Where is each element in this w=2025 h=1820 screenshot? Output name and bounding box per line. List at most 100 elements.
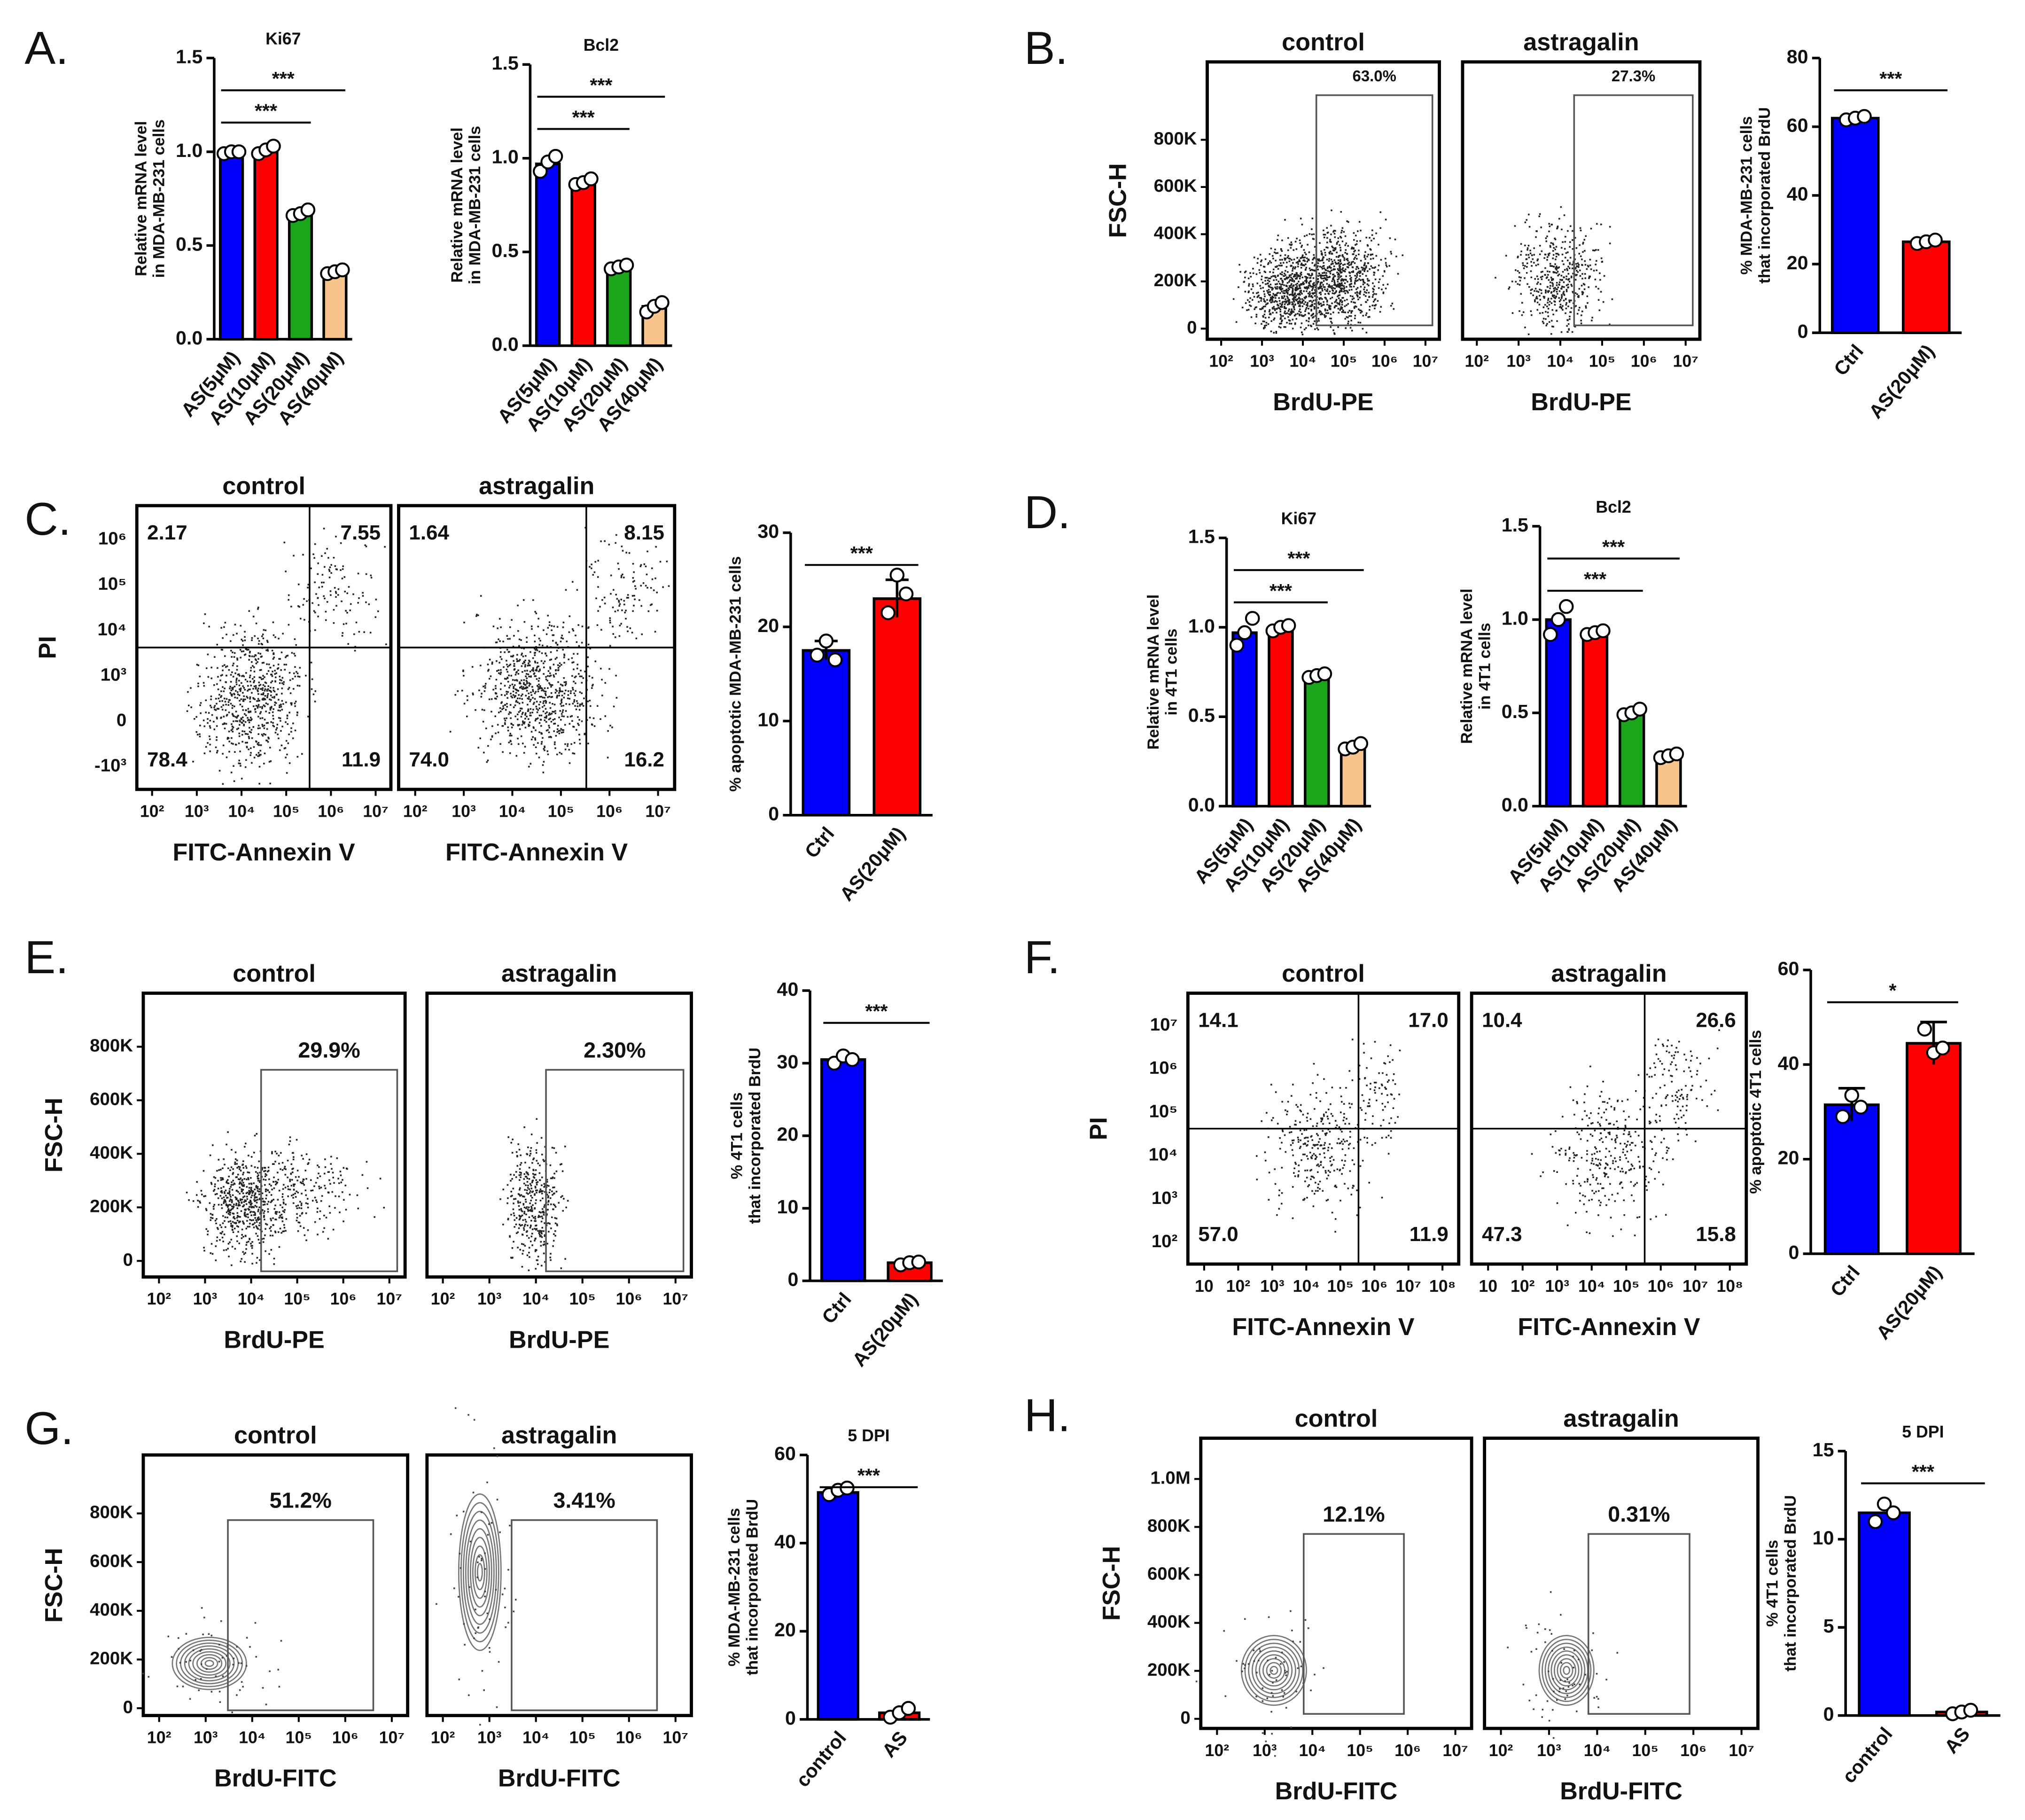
event-dot bbox=[303, 1227, 305, 1229]
event-dot bbox=[618, 601, 620, 603]
event-dot bbox=[240, 1182, 242, 1184]
event-dot bbox=[535, 746, 537, 749]
event-dot bbox=[498, 638, 499, 641]
event-dot bbox=[532, 690, 534, 693]
event-dot bbox=[294, 729, 296, 732]
event-dot bbox=[475, 709, 476, 711]
event-dot bbox=[1338, 274, 1340, 276]
event-dot bbox=[530, 1153, 532, 1155]
event-dot bbox=[551, 684, 553, 686]
event-dot bbox=[545, 676, 547, 678]
event-dot bbox=[1259, 285, 1261, 287]
event-dot bbox=[1299, 275, 1301, 277]
event-dot bbox=[204, 613, 206, 615]
event-dot bbox=[244, 679, 247, 681]
event-dot bbox=[1305, 320, 1308, 322]
event-dot bbox=[1324, 234, 1326, 236]
event-dot bbox=[1367, 270, 1369, 272]
event-dot bbox=[239, 675, 241, 677]
event-dot bbox=[242, 1192, 244, 1195]
event-dot bbox=[222, 744, 225, 746]
event-dot bbox=[300, 1181, 302, 1183]
event-dot bbox=[1296, 276, 1298, 278]
event-dot bbox=[220, 1191, 222, 1193]
event-dot bbox=[230, 1195, 232, 1198]
event-dot bbox=[282, 1230, 284, 1233]
event-dot bbox=[1262, 281, 1264, 284]
event-dot bbox=[1301, 262, 1303, 265]
events bbox=[499, 1118, 569, 1272]
event-dot bbox=[1539, 289, 1541, 290]
event-dot bbox=[239, 1168, 241, 1170]
event-dot bbox=[1274, 297, 1277, 299]
event-dot bbox=[239, 690, 241, 692]
event-dot bbox=[231, 671, 233, 673]
event-dot bbox=[222, 1167, 224, 1169]
event-dot bbox=[541, 706, 544, 708]
event-dot bbox=[263, 1170, 265, 1172]
data-point bbox=[300, 202, 316, 218]
event-dot bbox=[277, 664, 280, 665]
event-dot bbox=[239, 750, 241, 752]
event-dot bbox=[248, 719, 250, 721]
event-dot bbox=[1256, 262, 1259, 264]
data-point bbox=[1317, 666, 1332, 681]
event-dot bbox=[1325, 312, 1327, 314]
event-dot bbox=[594, 561, 597, 563]
event-dot bbox=[1363, 289, 1365, 290]
event-dot bbox=[635, 637, 638, 640]
event-dot bbox=[546, 750, 549, 752]
event-dot bbox=[1292, 293, 1293, 296]
event-dot bbox=[1284, 317, 1286, 320]
event-dot bbox=[488, 698, 491, 700]
event-dot bbox=[1547, 291, 1549, 293]
event-dot bbox=[621, 545, 623, 547]
event-dot bbox=[278, 1211, 280, 1213]
event-dot bbox=[1369, 237, 1371, 239]
event-dot bbox=[1310, 310, 1312, 312]
event-dot bbox=[531, 1244, 533, 1246]
event-dot bbox=[561, 698, 563, 701]
event-dot bbox=[1255, 316, 1258, 318]
event-dot bbox=[330, 594, 332, 596]
event-dot bbox=[1325, 290, 1327, 292]
event-dot bbox=[1288, 258, 1290, 259]
event-dot bbox=[259, 706, 261, 708]
event-dot bbox=[332, 1177, 334, 1179]
y-tick-label: 1.5 bbox=[176, 46, 202, 67]
event-dot bbox=[210, 1213, 212, 1215]
event-dot bbox=[1336, 285, 1339, 288]
event-dot bbox=[553, 730, 555, 732]
event-dot bbox=[282, 1188, 284, 1190]
event-dot bbox=[207, 1234, 209, 1235]
event-dot bbox=[613, 705, 615, 708]
event-dot bbox=[213, 1176, 215, 1178]
data-point bbox=[1669, 746, 1684, 762]
event-dot bbox=[522, 693, 523, 695]
event-dot bbox=[542, 662, 545, 664]
bar bbox=[1901, 240, 1951, 334]
event-dot bbox=[1299, 314, 1301, 316]
event-dot bbox=[555, 689, 557, 691]
event-dot bbox=[1324, 308, 1326, 310]
plot-title: control bbox=[233, 960, 316, 987]
event-dot bbox=[543, 700, 545, 703]
event-dot bbox=[1374, 266, 1376, 268]
event-dot bbox=[1288, 285, 1291, 287]
event-dot bbox=[1324, 297, 1327, 299]
event-dot bbox=[1304, 257, 1306, 258]
event-dot bbox=[236, 720, 239, 722]
event-dot bbox=[296, 1217, 298, 1219]
event-dot bbox=[581, 703, 583, 705]
event-dot bbox=[235, 690, 237, 692]
event-dot bbox=[1307, 302, 1308, 304]
event-dot bbox=[259, 717, 262, 719]
event-dot bbox=[226, 1192, 229, 1194]
event-dot bbox=[1286, 295, 1288, 297]
event-dot bbox=[536, 718, 538, 720]
event-dot bbox=[187, 704, 190, 707]
event-dot bbox=[1285, 312, 1287, 315]
event-dot bbox=[245, 1165, 247, 1167]
event-dot bbox=[234, 716, 237, 718]
event-dot bbox=[1360, 270, 1362, 273]
